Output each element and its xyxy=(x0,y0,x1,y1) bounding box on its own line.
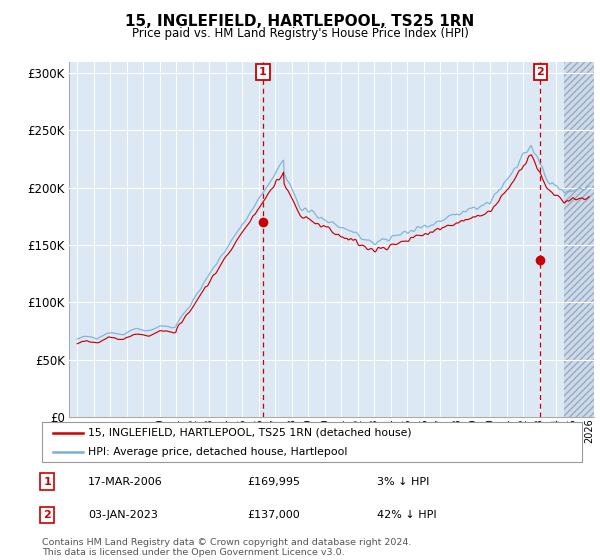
Text: 03-JAN-2023: 03-JAN-2023 xyxy=(88,510,158,520)
Text: £137,000: £137,000 xyxy=(247,510,300,520)
Text: 17-MAR-2006: 17-MAR-2006 xyxy=(88,477,163,487)
Text: 2: 2 xyxy=(536,67,544,77)
Text: 2: 2 xyxy=(44,510,51,520)
Text: 1: 1 xyxy=(259,67,267,77)
Bar xyxy=(564,4,594,417)
Text: Price paid vs. HM Land Registry's House Price Index (HPI): Price paid vs. HM Land Registry's House … xyxy=(131,27,469,40)
Text: 1: 1 xyxy=(44,477,51,487)
Text: £169,995: £169,995 xyxy=(247,477,300,487)
Text: 15, INGLEFIELD, HARTLEPOOL, TS25 1RN (detached house): 15, INGLEFIELD, HARTLEPOOL, TS25 1RN (de… xyxy=(88,428,412,438)
Text: HPI: Average price, detached house, Hartlepool: HPI: Average price, detached house, Hart… xyxy=(88,447,347,457)
Text: 42% ↓ HPI: 42% ↓ HPI xyxy=(377,510,436,520)
Text: Contains HM Land Registry data © Crown copyright and database right 2024.
This d: Contains HM Land Registry data © Crown c… xyxy=(42,538,412,557)
Text: 3% ↓ HPI: 3% ↓ HPI xyxy=(377,477,429,487)
Text: 15, INGLEFIELD, HARTLEPOOL, TS25 1RN: 15, INGLEFIELD, HARTLEPOOL, TS25 1RN xyxy=(125,14,475,29)
